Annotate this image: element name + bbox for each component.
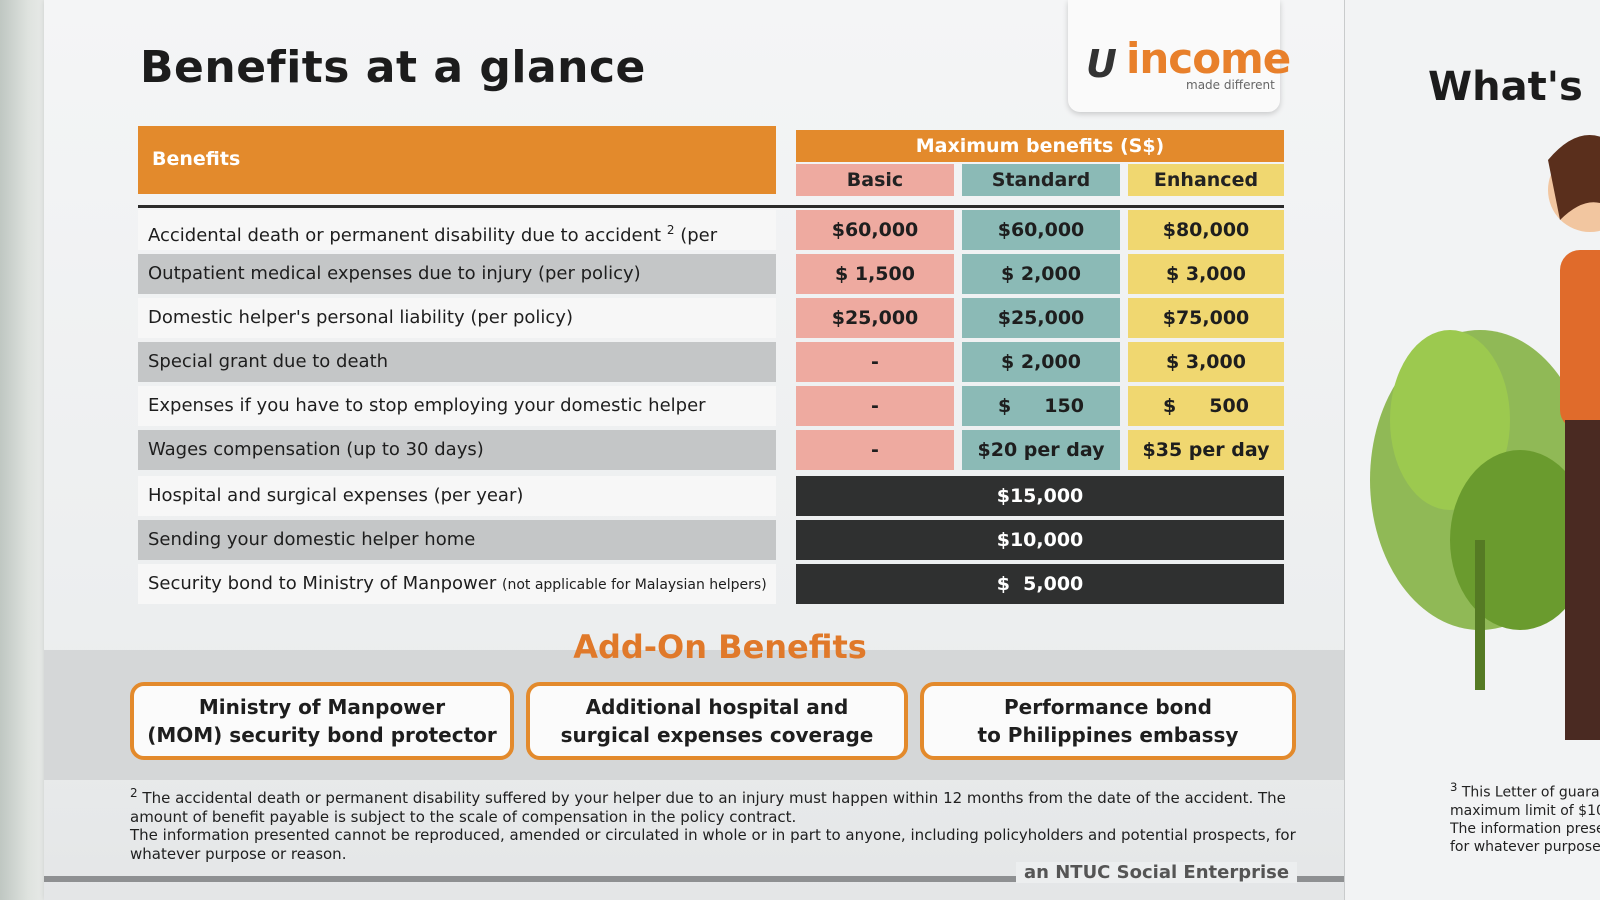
header-divider	[138, 205, 1284, 208]
row-label-liability: Domestic helper's personal liability (pe…	[138, 298, 776, 338]
cell-enhanced: $ 3,000	[1128, 342, 1284, 382]
page-title: Benefits at a glance	[140, 42, 646, 93]
addon-mom-bond-protector: Ministry of Manpower (MOM) security bond …	[130, 682, 514, 760]
cell-standard: $25,000	[962, 298, 1120, 338]
plan-header-basic: Basic	[796, 164, 954, 196]
cell-enhanced: $80,000	[1128, 210, 1284, 250]
row-label-wages: Wages compensation (up to 30 days)	[138, 430, 776, 470]
cell-basic: $60,000	[796, 210, 954, 250]
disclaimer: The information presented cannot be repr…	[130, 826, 1296, 863]
cell-enhanced: $75,000	[1128, 298, 1284, 338]
cell-standard: $ 2,000	[962, 342, 1120, 382]
plan-header-standard: Standard	[962, 164, 1120, 196]
row-label-special-grant: Special grant due to death	[138, 342, 776, 382]
addon-performance-bond: Performance bond to Philippines embassy	[920, 682, 1296, 760]
row-label-hospital: Hospital and surgical expenses (per year…	[138, 476, 776, 516]
background-fabric	[0, 0, 48, 900]
row-label-accidental-death: Accidental death or permanent disability…	[138, 210, 776, 286]
row-label-security-bond: Security bond to Ministry of Manpower (n…	[138, 564, 776, 604]
income-logo-word: income	[1126, 34, 1291, 83]
row-label-stop-employing: Expenses if you have to stop employing y…	[138, 386, 776, 426]
cell-enhanced: $ 3,000	[1128, 254, 1284, 294]
income-logo: U income made different	[1068, 0, 1291, 112]
cell-standard: $ 2,000	[962, 254, 1120, 294]
benefits-header: Benefits	[138, 126, 776, 194]
row-label-sending-home: Sending your domestic helper home	[138, 520, 776, 560]
cell-basic: -	[796, 342, 954, 382]
next-page-footnote: 3 This Letter of guara maximum limit of …	[1450, 780, 1600, 855]
plan-header-enhanced: Enhanced	[1128, 164, 1284, 196]
next-page-title: What's i	[1428, 64, 1600, 110]
cell-basic: $ 1,500	[796, 254, 954, 294]
cell-standard: $20 per day	[962, 430, 1120, 470]
helper-illustration	[1360, 120, 1600, 740]
cell-all-plans: $ 5,000	[796, 564, 1284, 604]
cell-enhanced: $35 per day	[1128, 430, 1284, 470]
max-benefits-header: Maximum benefits (S$)	[796, 130, 1284, 162]
income-logo-mark: U	[1086, 42, 1117, 86]
bottom-rule	[44, 876, 1344, 882]
cell-all-plans: $15,000	[796, 476, 1284, 516]
income-logo-tagline: made different	[1186, 78, 1275, 92]
cell-basic: -	[796, 386, 954, 426]
cell-enhanced: $ 500	[1128, 386, 1284, 426]
cell-all-plans: $10,000	[796, 520, 1284, 560]
cell-standard: $ 150	[962, 386, 1120, 426]
row-label-outpatient: Outpatient medical expenses due to injur…	[138, 254, 776, 294]
cell-basic: $25,000	[796, 298, 954, 338]
ntuc-enterprise-label: an NTUC Social Enterprise	[1016, 862, 1298, 883]
cell-basic: -	[796, 430, 954, 470]
cell-standard: $60,000	[962, 210, 1120, 250]
addon-title: Add-On Benefits	[573, 628, 867, 666]
addon-hospital-coverage: Additional hospital and surgical expenses…	[526, 682, 908, 760]
footnote-2: 2 The accidental death or permanent disa…	[130, 786, 1286, 826]
